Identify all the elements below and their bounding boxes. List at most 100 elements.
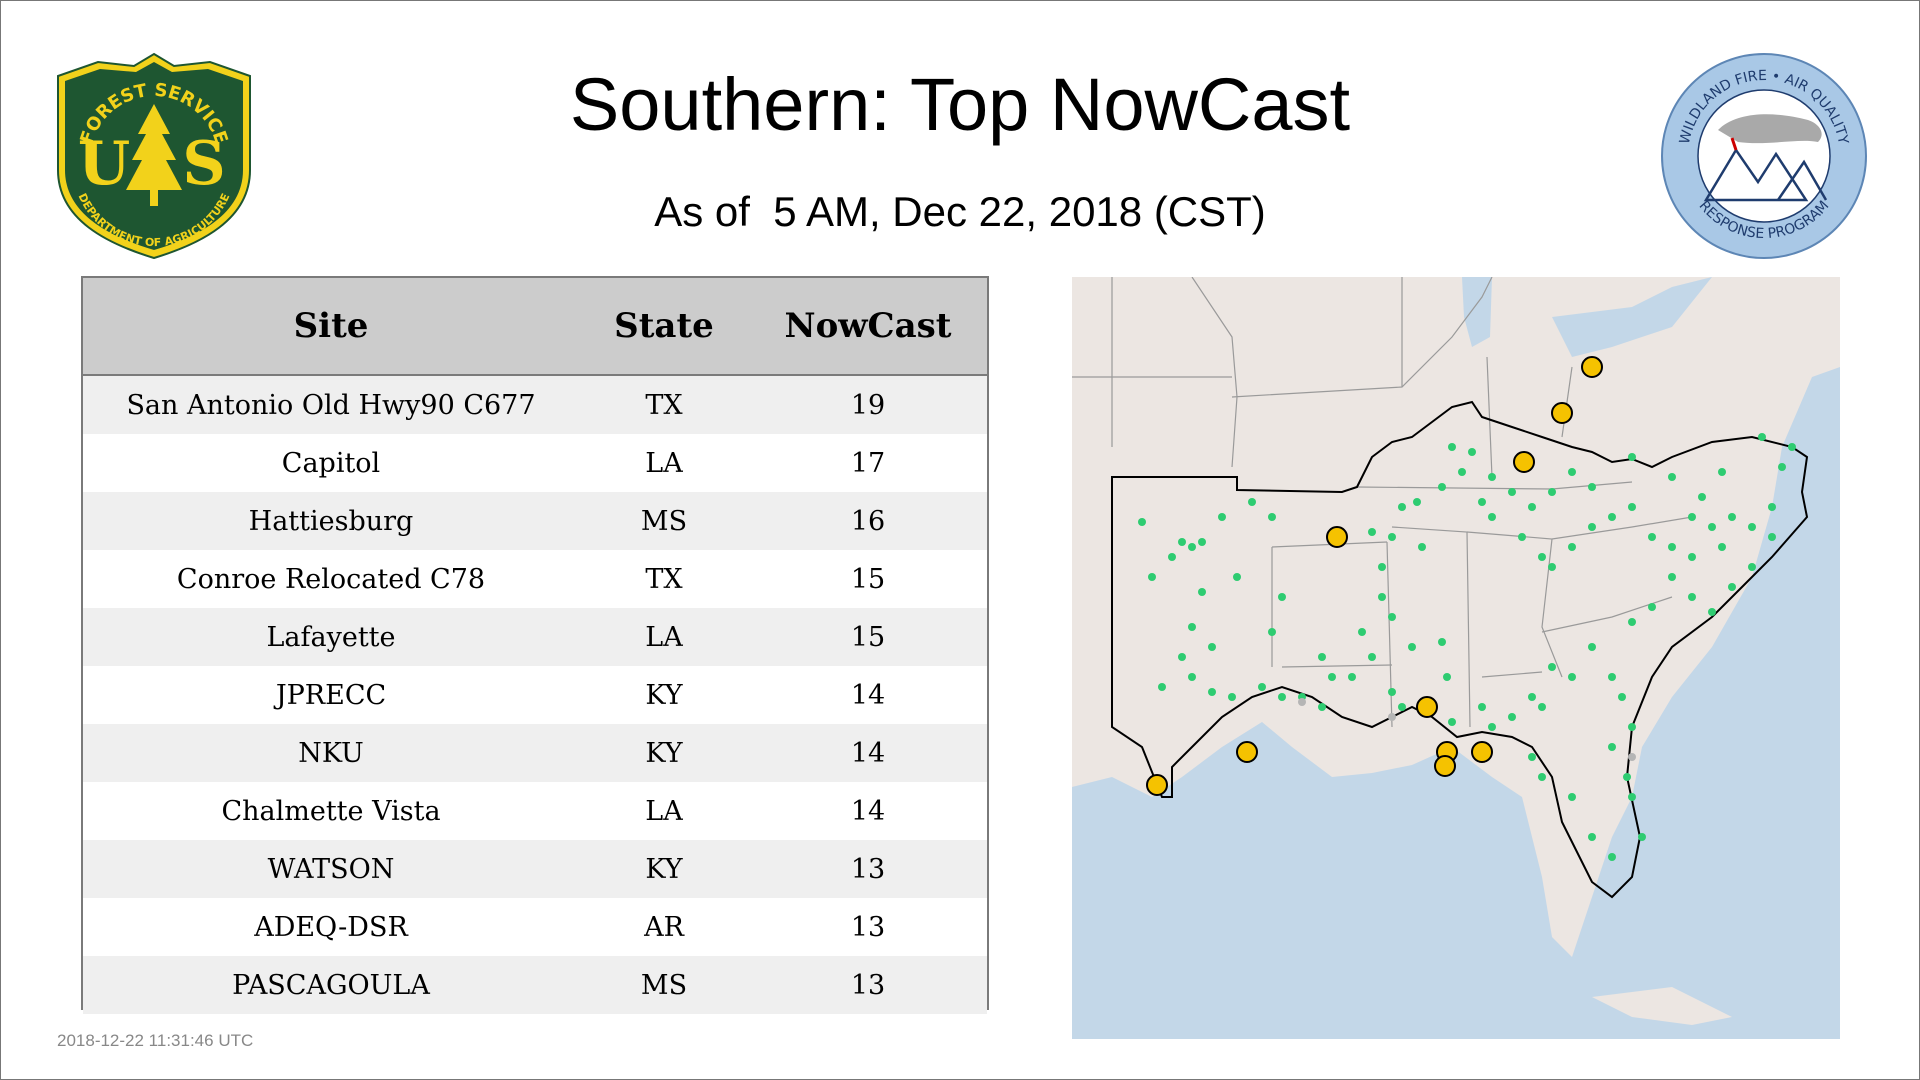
- site-marker-good: [1538, 553, 1546, 561]
- site-marker-good: [1518, 533, 1526, 541]
- site-marker-good: [1388, 613, 1396, 621]
- table-row: JPRECC KY 14: [83, 666, 987, 724]
- site-marker-good: [1608, 853, 1616, 861]
- site-marker-good: [1568, 468, 1576, 476]
- site-marker-good: [1348, 673, 1356, 681]
- site-marker-good: [1188, 543, 1196, 551]
- site-marker-good: [1588, 483, 1596, 491]
- site-marker-good: [1608, 673, 1616, 681]
- site-marker-good: [1458, 468, 1466, 476]
- site-marker-good: [1668, 473, 1676, 481]
- page-subtitle: As of 5 AM, Dec 22, 2018 (CST): [654, 188, 1266, 235]
- column-header-nowcast: NowCast: [749, 278, 987, 376]
- state-cell: MS: [579, 492, 749, 550]
- gulf-of-mexico: [1072, 367, 1840, 1039]
- generated-timestamp: 2018-12-22 11:31:46 UTC: [57, 1031, 254, 1050]
- site-marker-good: [1228, 693, 1236, 701]
- table-row: San Antonio Old Hwy90 C677 TX 19: [83, 375, 987, 434]
- site-marker-good: [1608, 743, 1616, 751]
- site-marker-good: [1778, 463, 1786, 471]
- site-marker-good: [1488, 513, 1496, 521]
- site-marker-good: [1468, 448, 1476, 456]
- site-marker-good: [1278, 593, 1286, 601]
- nowcast-cell: 14: [749, 666, 987, 724]
- site-cell: Capitol: [83, 434, 579, 492]
- site-marker-good: [1158, 683, 1166, 691]
- site-marker-good: [1258, 683, 1266, 691]
- site-marker-good: [1768, 503, 1776, 511]
- wildland-fire-seal-logo: WILDLAND FIRE • AIR QUALITY RESPONSE PRO…: [1661, 53, 1867, 259]
- site-marker-good: [1638, 833, 1646, 841]
- state-cell: KY: [579, 666, 749, 724]
- lake-huron-erie: [1552, 277, 1712, 357]
- site-marker-good: [1318, 703, 1326, 711]
- site-marker-good: [1188, 623, 1196, 631]
- site-marker-good: [1628, 503, 1636, 511]
- table-row: NKU KY 14: [83, 724, 987, 782]
- site-marker-good: [1538, 773, 1546, 781]
- site-marker-good: [1718, 543, 1726, 551]
- site-marker-good: [1608, 513, 1616, 521]
- site-marker-good: [1478, 703, 1486, 711]
- table-header-row: Site State NowCast: [83, 278, 987, 376]
- site-marker-top: [1326, 526, 1348, 548]
- site-marker-good: [1388, 533, 1396, 541]
- nowcast-table: Site State NowCast San Antonio Old Hwy90…: [81, 276, 989, 1014]
- state-cell: TX: [579, 550, 749, 608]
- nowcast-cell: 14: [749, 724, 987, 782]
- site-marker-good: [1408, 643, 1416, 651]
- state-cell: MS: [579, 956, 749, 1014]
- site-marker-good: [1278, 693, 1286, 701]
- site-marker-good: [1588, 523, 1596, 531]
- site-marker-good: [1528, 753, 1536, 761]
- site-marker-good: [1398, 503, 1406, 511]
- site-marker-good: [1538, 703, 1546, 711]
- site-marker-good: [1628, 793, 1636, 801]
- site-marker-top: [1146, 774, 1168, 796]
- table-row: PASCAGOULA MS 13: [83, 956, 987, 1014]
- site-marker-good: [1623, 773, 1631, 781]
- nowcast-cell: 15: [749, 550, 987, 608]
- site-marker-good: [1358, 628, 1366, 636]
- forest-service-logo: FOREST SERVICE DEPARTMENT OF AGRICULTURE…: [57, 52, 251, 260]
- site-marker-good: [1728, 583, 1736, 591]
- site-marker-good: [1233, 573, 1241, 581]
- site-marker-good: [1618, 693, 1626, 701]
- site-marker-good: [1448, 718, 1456, 726]
- nowcast-cell: 14: [749, 782, 987, 840]
- column-header-site: Site: [83, 278, 579, 376]
- column-header-state: State: [579, 278, 749, 376]
- nowcast-cell: 13: [749, 898, 987, 956]
- table-row: Chalmette Vista LA 14: [83, 782, 987, 840]
- nowcast-cell: 13: [749, 956, 987, 1014]
- site-marker-good: [1268, 513, 1276, 521]
- site-marker-good: [1728, 513, 1736, 521]
- lake-michigan: [1462, 277, 1492, 347]
- site-marker-good: [1668, 573, 1676, 581]
- site-marker-good: [1628, 723, 1636, 731]
- site-marker-good: [1548, 563, 1556, 571]
- site-marker-good: [1768, 533, 1776, 541]
- site-marker-good: [1198, 538, 1206, 546]
- site-marker-good: [1178, 538, 1186, 546]
- site-marker-good: [1748, 563, 1756, 571]
- site-marker-good: [1443, 673, 1451, 681]
- site-cell: Chalmette Vista: [83, 782, 579, 840]
- site-marker-good: [1548, 663, 1556, 671]
- nowcast-cell: 15: [749, 608, 987, 666]
- nowcast-cell: 13: [749, 840, 987, 898]
- site-marker-good: [1188, 673, 1196, 681]
- nowcast-cell: 16: [749, 492, 987, 550]
- site-marker-good: [1528, 503, 1536, 511]
- svg-text:S: S: [182, 129, 225, 199]
- site-marker-good: [1718, 468, 1726, 476]
- state-cell: KY: [579, 724, 749, 782]
- site-marker-good: [1788, 443, 1796, 451]
- site-marker-good: [1628, 453, 1636, 461]
- nowcast-cell: 19: [749, 375, 987, 434]
- southern-region-outline: [1111, 400, 1809, 899]
- table-row: Hattiesburg MS 16: [83, 492, 987, 550]
- site-marker-good: [1508, 713, 1516, 721]
- site-marker-top: [1581, 356, 1603, 378]
- site-cell: San Antonio Old Hwy90 C677: [83, 375, 579, 434]
